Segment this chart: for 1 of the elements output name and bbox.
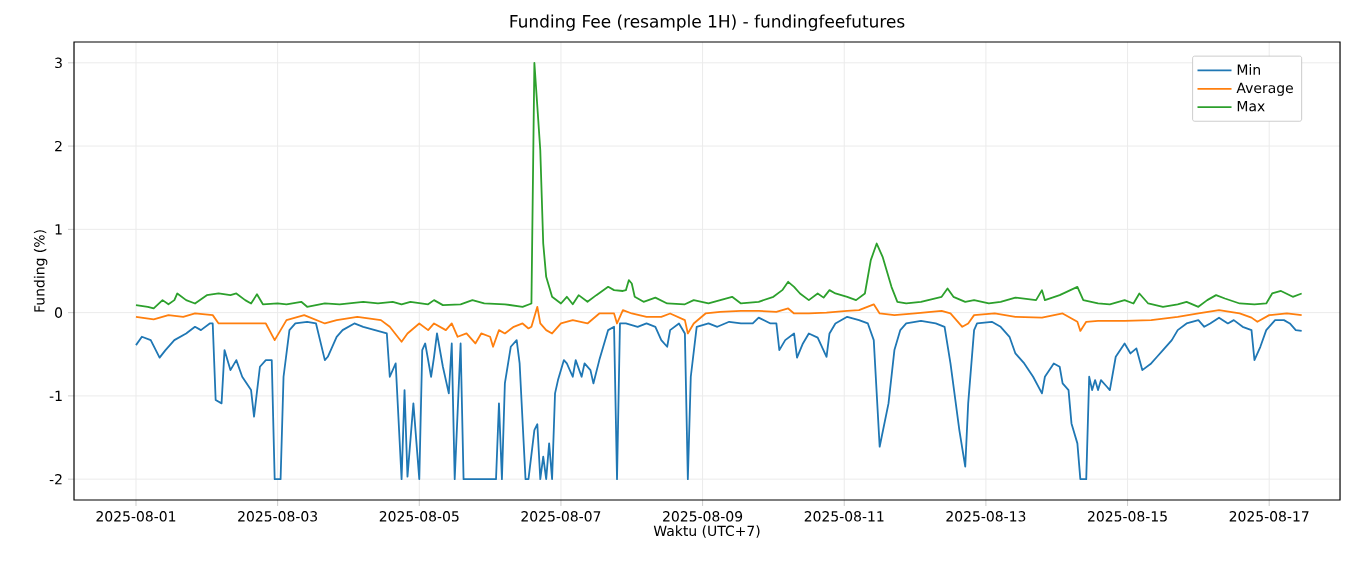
- chart-title: Funding Fee (resample 1H) - fundingfeefutures: [510, 14, 905, 31]
